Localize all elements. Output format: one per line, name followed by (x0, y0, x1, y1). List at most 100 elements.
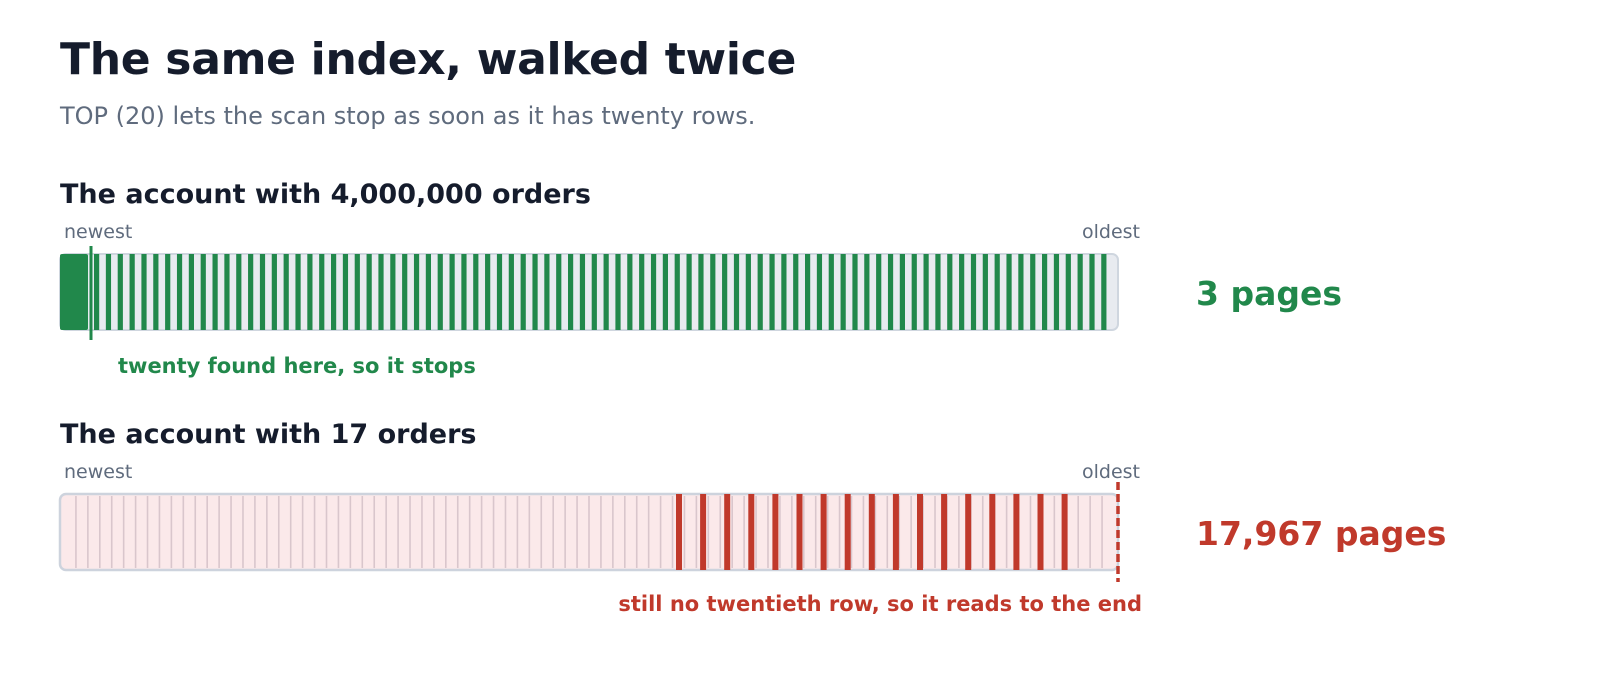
matching-row-mark (1101, 254, 1107, 330)
scanned-page-mark (659, 496, 662, 568)
matching-row-mark (852, 254, 858, 330)
scanned-page-mark (600, 496, 602, 568)
scanned-page-mark (266, 496, 268, 568)
matching-row-mark (413, 254, 420, 330)
scanned-page-mark (874, 496, 877, 568)
page-title: The same index, walked twice (60, 34, 796, 85)
matching-row-mark (591, 254, 597, 330)
scan-heading-large-account: The account with 4,000,000 orders (60, 179, 591, 210)
matching-row-mark (970, 254, 977, 330)
matching-row-mark (449, 254, 455, 330)
matching-row-mark (917, 494, 923, 570)
matching-row-mark (674, 254, 680, 330)
scanned-page-mark (802, 496, 805, 568)
matching-row-mark (390, 254, 396, 330)
matching-row-mark (200, 254, 206, 330)
matching-row-mark (1042, 254, 1048, 330)
matching-row-mark (331, 254, 337, 330)
scanned-page-mark (254, 496, 256, 568)
scanned-page-mark (1089, 496, 1091, 568)
matching-row-mark (989, 494, 996, 570)
matching-row-mark (710, 254, 716, 330)
scanned-page-mark (361, 496, 364, 568)
pages-read-small-account: 17,967 pages (1196, 514, 1447, 553)
scanned-page-mark (445, 496, 447, 568)
scanned-page-mark (1005, 496, 1008, 568)
scanned-page-mark (1053, 496, 1056, 568)
matching-row-mark (781, 254, 787, 330)
matching-row-mark (141, 254, 147, 330)
scanned-page-mark (838, 496, 841, 568)
matching-row-mark (165, 254, 171, 330)
matching-row-mark (544, 254, 550, 330)
matching-row-mark (899, 254, 905, 330)
scanned-page-mark (373, 496, 376, 568)
matching-row-mark (437, 254, 443, 330)
scanned-page-mark (397, 496, 399, 568)
matching-row-mark (212, 254, 218, 330)
scanned-page-mark (456, 496, 459, 568)
scanned-page-mark (588, 496, 590, 568)
scanned-page-mark (480, 496, 483, 568)
matching-row-mark (733, 254, 740, 330)
matching-row-mark (627, 254, 633, 330)
matching-row-mark (342, 254, 349, 330)
scanned-page-mark (277, 496, 280, 568)
scanned-page-mark (242, 496, 244, 568)
scanned-page-mark (1029, 496, 1032, 568)
scanned-page-mark (421, 496, 423, 568)
matching-row-mark (1089, 254, 1095, 330)
scanned-page-mark (230, 496, 232, 568)
matching-row-mark (757, 254, 763, 330)
matching-row-mark (844, 494, 851, 570)
scanned-page-mark (647, 496, 650, 568)
matching-row-mark (461, 254, 467, 330)
scanned-page-mark (552, 496, 555, 568)
matching-row-mark (94, 254, 100, 330)
scanned-page-mark (576, 496, 578, 568)
matching-row-mark (378, 254, 384, 330)
matching-row-mark (508, 254, 514, 330)
scanned-page-mark (158, 496, 161, 568)
matching-row-mark (772, 494, 779, 570)
matching-row-mark (820, 494, 827, 570)
scanned-page-mark (122, 496, 125, 568)
scanned-page-mark (731, 496, 733, 568)
scanned-page-mark (87, 496, 89, 568)
matching-row-mark (1077, 254, 1083, 330)
scanned-page-mark (134, 496, 137, 568)
matching-row-mark (816, 254, 823, 330)
scanned-page-mark (934, 496, 936, 568)
matching-row-mark (994, 254, 1000, 330)
matching-row-mark (117, 254, 123, 330)
scanned-page-mark (671, 496, 674, 568)
matching-row-mark (828, 254, 834, 330)
matching-row-mark (615, 254, 621, 330)
matching-row-mark (366, 254, 372, 330)
matching-row-mark (603, 254, 609, 330)
scanned-page-mark (826, 496, 829, 568)
matching-row-mark (271, 254, 277, 330)
scanned-page-mark (1101, 496, 1103, 568)
oldest-label: oldest (1081, 461, 1140, 483)
matching-row-mark (796, 494, 803, 570)
scanned-page-mark (635, 496, 638, 568)
matching-row-mark (911, 254, 917, 330)
scanned-page-mark (755, 496, 757, 568)
matching-row-mark (579, 254, 586, 330)
matching-row-mark (496, 254, 503, 330)
matching-row-mark (805, 254, 811, 330)
matching-row-mark (864, 254, 870, 330)
scanned-page-mark (313, 496, 316, 568)
scanned-page-mark (695, 496, 698, 568)
scanned-page-mark (516, 496, 519, 568)
matching-row-mark (923, 254, 929, 330)
scan-heading-small-account: The account with 17 orders (60, 419, 477, 450)
scanned-page-mark (349, 496, 352, 568)
scanned-page-mark (898, 496, 901, 568)
matching-row-mark (307, 254, 313, 330)
scanned-page-mark (719, 496, 722, 568)
scanned-page-mark (194, 496, 197, 568)
matching-row-mark (947, 254, 953, 330)
matching-row-mark (224, 254, 230, 330)
